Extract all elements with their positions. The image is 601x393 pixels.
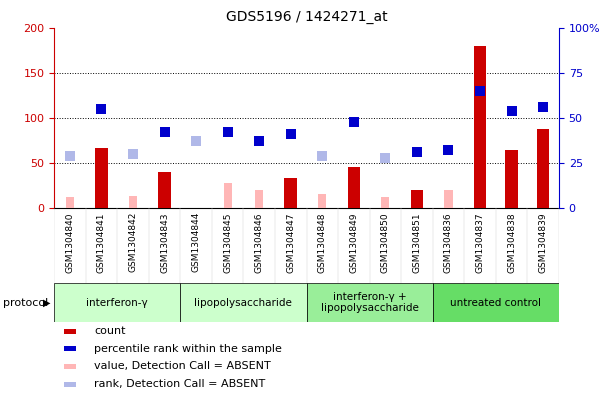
Bar (433, 283, 559, 322)
Text: GSM1304850: GSM1304850 (381, 212, 390, 273)
Bar (95, 148, 108, 208)
Bar (307, 208, 338, 283)
Text: percentile rank within the sample: percentile rank within the sample (94, 344, 282, 354)
Bar (381, 196, 389, 208)
Text: protocol: protocol (3, 298, 48, 308)
Text: GSM1304840: GSM1304840 (66, 212, 75, 272)
Bar (370, 208, 401, 283)
Bar (180, 283, 307, 322)
Text: rank, Detection Call = ABSENT: rank, Detection Call = ABSENT (94, 379, 266, 389)
Bar (129, 196, 137, 208)
Bar (54, 283, 180, 322)
Text: GSM1304842: GSM1304842 (129, 212, 138, 272)
Text: interferon-γ: interferon-γ (87, 298, 148, 308)
Text: interferon-γ +
lipopolysaccharide: interferon-γ + lipopolysaccharide (321, 292, 418, 313)
Text: GSM1304836: GSM1304836 (444, 212, 453, 273)
Bar (255, 190, 263, 208)
Text: GSM1304841: GSM1304841 (97, 212, 106, 272)
Text: GSM1304838: GSM1304838 (507, 212, 516, 273)
Bar (347, 167, 360, 208)
Bar (444, 190, 453, 208)
Text: GSM1304847: GSM1304847 (286, 212, 295, 272)
Bar (433, 208, 465, 283)
Text: untreated control: untreated control (450, 298, 542, 308)
Bar (338, 208, 370, 283)
Bar (496, 208, 528, 283)
Bar (410, 190, 423, 208)
Bar (149, 208, 180, 283)
Text: GSM1304843: GSM1304843 (160, 212, 169, 272)
Bar (401, 208, 433, 283)
Text: GSM1304848: GSM1304848 (318, 212, 327, 272)
Text: GSM1304845: GSM1304845 (223, 212, 232, 272)
Bar (64, 382, 76, 387)
Text: value, Detection Call = ABSENT: value, Detection Call = ABSENT (94, 362, 271, 371)
Bar (66, 197, 74, 208)
Text: ▶: ▶ (43, 298, 50, 308)
Bar (64, 329, 76, 334)
Text: GSM1304839: GSM1304839 (538, 212, 548, 273)
Text: GSM1304846: GSM1304846 (255, 212, 264, 272)
Bar (307, 283, 433, 322)
Text: count: count (94, 326, 126, 336)
Bar (158, 172, 171, 208)
Bar (528, 208, 559, 283)
Bar (224, 183, 232, 208)
Bar (64, 364, 76, 369)
Text: lipopolysaccharide: lipopolysaccharide (195, 298, 292, 308)
Bar (243, 208, 275, 283)
Text: GSM1304851: GSM1304851 (412, 212, 421, 273)
Bar (284, 178, 297, 208)
Bar (275, 208, 307, 283)
Text: GSM1304844: GSM1304844 (192, 212, 201, 272)
Bar (117, 208, 149, 283)
Bar (212, 208, 243, 283)
Bar (505, 149, 518, 208)
Bar (64, 346, 76, 351)
Bar (465, 208, 496, 283)
Title: GDS5196 / 1424271_at: GDS5196 / 1424271_at (226, 10, 387, 24)
Bar (318, 194, 326, 208)
Bar (54, 208, 85, 283)
Text: GSM1304837: GSM1304837 (475, 212, 484, 273)
Bar (537, 129, 549, 208)
Bar (180, 208, 212, 283)
Bar (474, 46, 486, 208)
Text: GSM1304849: GSM1304849 (349, 212, 358, 272)
Bar (85, 208, 117, 283)
